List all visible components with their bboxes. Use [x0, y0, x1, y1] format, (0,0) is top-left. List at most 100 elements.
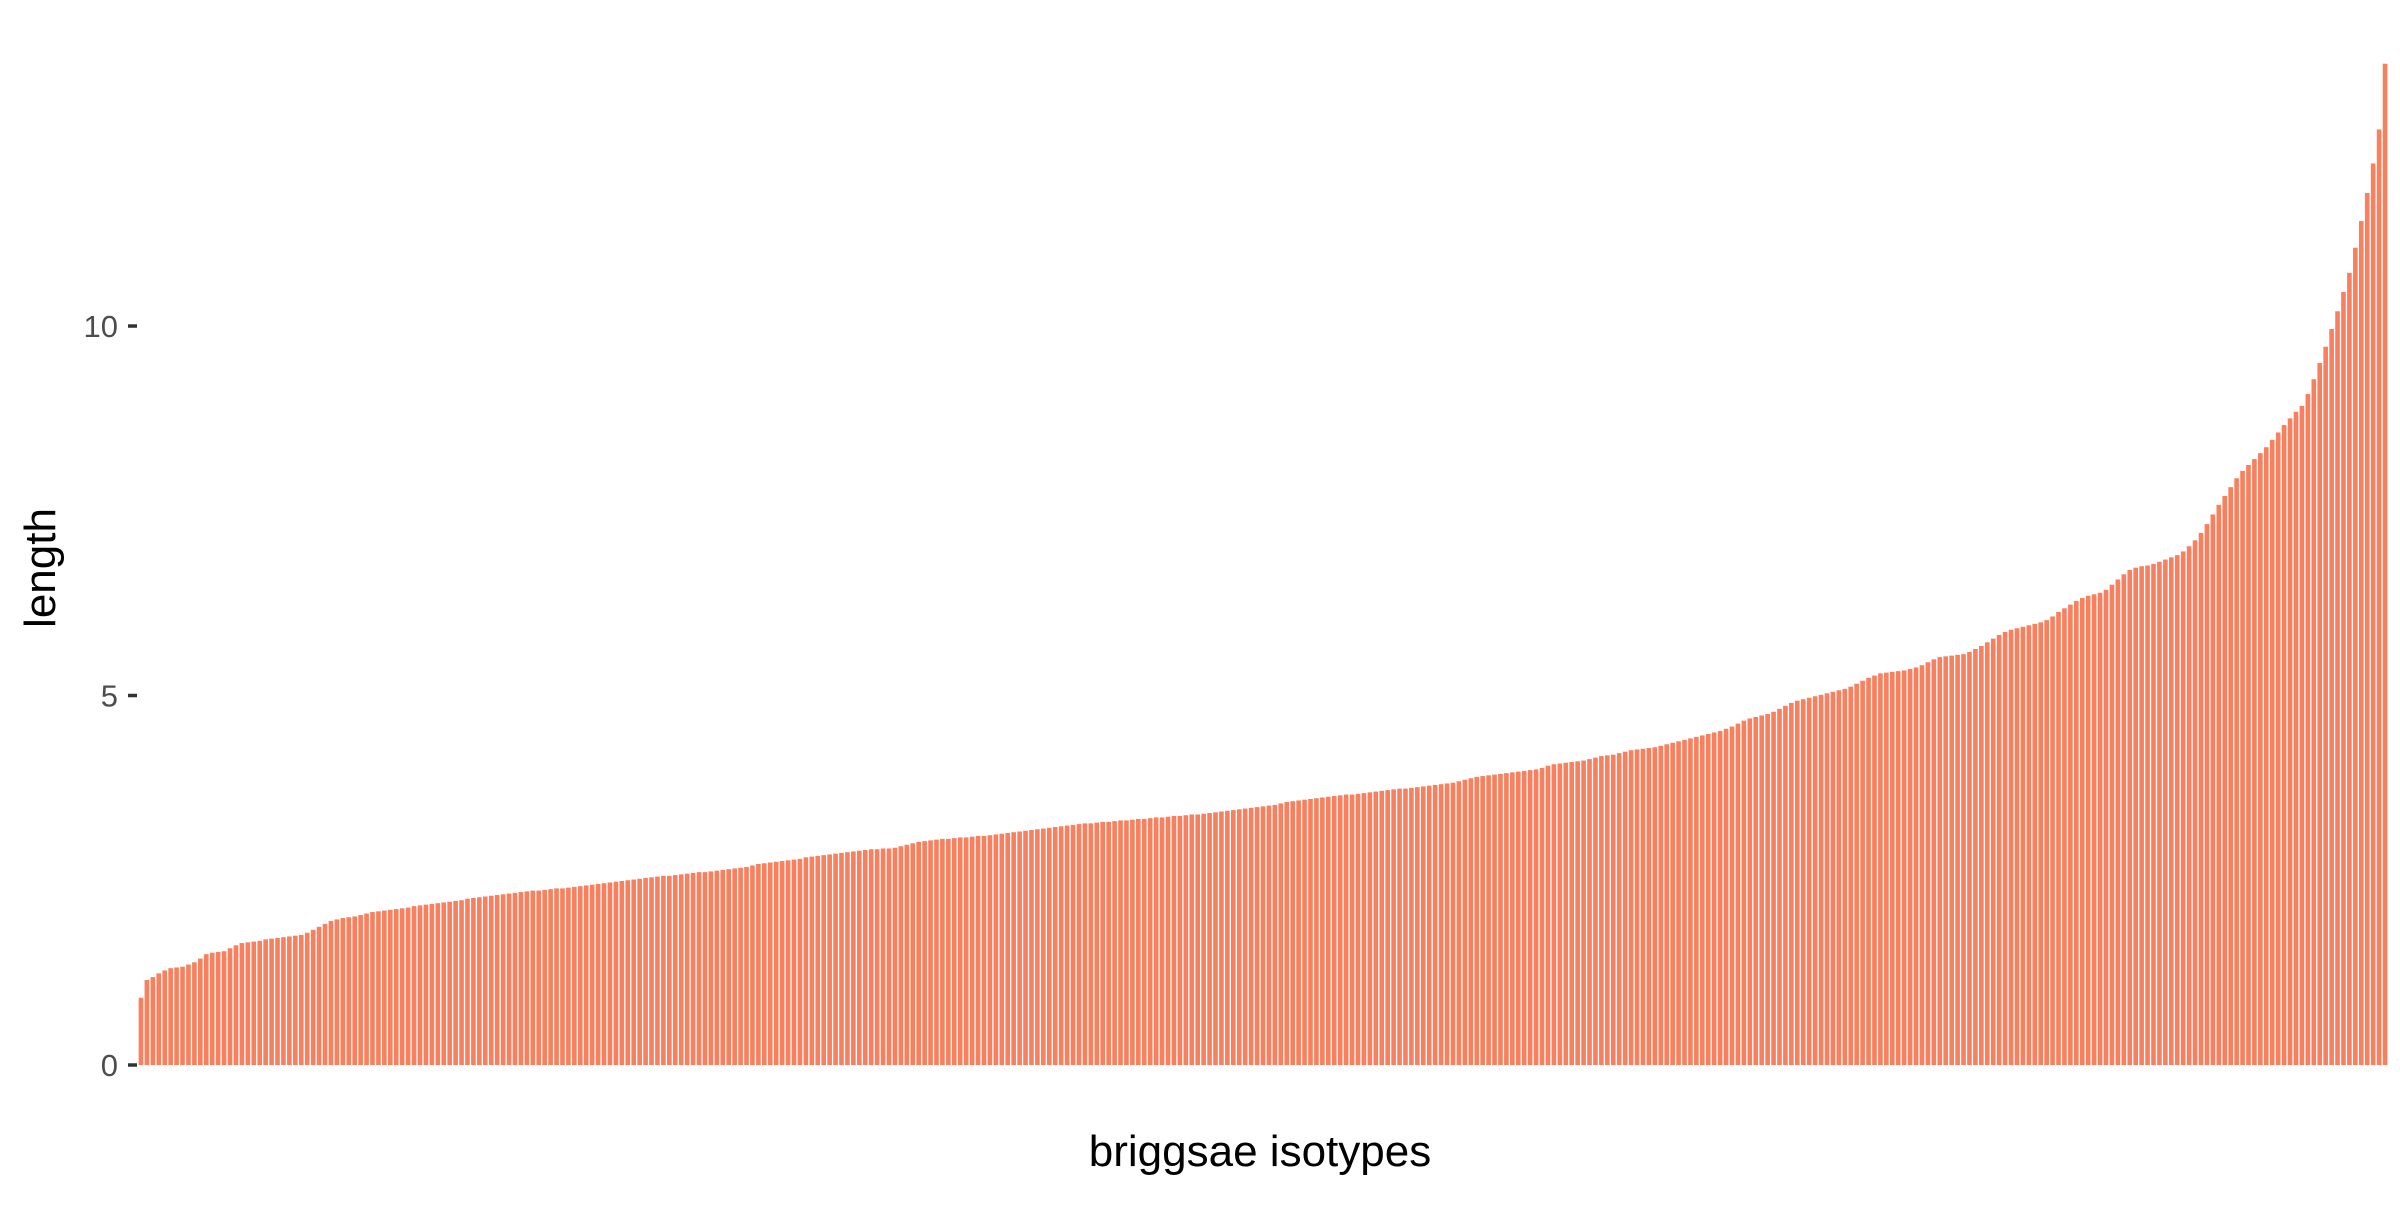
bar: [453, 900, 458, 1065]
bar: [1670, 742, 1675, 1065]
bar: [482, 896, 488, 1065]
bar: [1842, 688, 1848, 1065]
bar: [1308, 798, 1313, 1065]
bar: [1794, 700, 1800, 1065]
bar: [1711, 732, 1717, 1065]
bar: [1385, 790, 1390, 1065]
bar: [1919, 665, 1925, 1065]
bar: [756, 864, 761, 1065]
bar: [1765, 713, 1770, 1065]
bar: [1533, 769, 1539, 1065]
bar: [203, 954, 209, 1065]
bar: [649, 877, 654, 1065]
bar: [1242, 808, 1248, 1065]
bar: [1320, 797, 1325, 1065]
bar: [732, 868, 737, 1065]
bar: [138, 997, 144, 1065]
bar: [1717, 730, 1723, 1065]
bar: [595, 883, 601, 1065]
bar: [1213, 812, 1218, 1065]
bar: [1254, 807, 1260, 1065]
bar: [566, 887, 571, 1065]
bar: [1278, 803, 1284, 1065]
bar: [1498, 773, 1503, 1065]
bar: [963, 837, 969, 1065]
bar: [1029, 830, 1034, 1065]
bar: [1153, 817, 1159, 1065]
bar: [2145, 565, 2150, 1065]
bar: [1023, 830, 1028, 1065]
bar: [643, 878, 648, 1065]
bar: [880, 848, 886, 1065]
bar: [215, 951, 221, 1065]
bar: [459, 900, 464, 1065]
bar: [198, 958, 203, 1065]
bar: [708, 871, 714, 1065]
bar: [257, 940, 263, 1065]
bar: [560, 888, 565, 1065]
bar: [987, 835, 993, 1065]
bar: [1587, 759, 1592, 1065]
bar: [334, 919, 340, 1065]
bar: [928, 840, 933, 1065]
bar: [1403, 788, 1408, 1066]
bar: [1118, 820, 1123, 1065]
bar: [1331, 796, 1337, 1065]
bar: [2026, 625, 2032, 1065]
bar: [1290, 801, 1295, 1065]
bar: [1159, 817, 1165, 1065]
bar: [993, 834, 999, 1065]
bar: [1789, 702, 1794, 1065]
bar: [399, 908, 405, 1065]
bar: [1599, 756, 1604, 1065]
bar: [1949, 655, 1954, 1065]
bar: [1652, 747, 1658, 1065]
bar: [1830, 691, 1836, 1065]
bar: [1694, 736, 1699, 1065]
bar: [577, 886, 583, 1065]
bar: [2228, 487, 2233, 1065]
bar: [2258, 453, 2263, 1065]
bar: [1183, 815, 1189, 1065]
bar: [1349, 794, 1355, 1065]
bars-layer: [138, 63, 2388, 1066]
y-tick-label: 5: [101, 679, 118, 714]
bar: [2335, 311, 2340, 1065]
bar: [1569, 762, 1575, 1065]
bar: [1136, 818, 1141, 1065]
bar: [726, 869, 732, 1065]
bar: [471, 897, 476, 1065]
bar: [1456, 781, 1462, 1065]
y-tick-label: 10: [84, 309, 118, 344]
bar: [827, 854, 832, 1065]
bar: [1325, 796, 1331, 1065]
bar: [370, 912, 375, 1065]
bar: [2293, 411, 2299, 1065]
bar: [1124, 820, 1129, 1065]
bar: [684, 873, 690, 1065]
bar: [524, 891, 530, 1065]
bar: [304, 932, 310, 1065]
bar: [1088, 823, 1094, 1065]
bar: [969, 836, 975, 1065]
bar: [1094, 822, 1100, 1065]
bar: [1872, 675, 1877, 1065]
bar: [536, 890, 542, 1065]
bar: [2038, 622, 2044, 1065]
bar: [435, 903, 441, 1065]
bar: [1878, 673, 1883, 1065]
bar: [862, 849, 868, 1065]
bar: [2163, 559, 2168, 1065]
bar: [839, 852, 844, 1065]
bar: [1593, 757, 1598, 1065]
bar: [1616, 753, 1622, 1065]
bar: [494, 895, 500, 1065]
bar: [655, 876, 660, 1065]
bar: [1415, 787, 1420, 1065]
bar: [1052, 827, 1058, 1065]
bar: [762, 863, 767, 1065]
bar: [1035, 829, 1040, 1065]
bar: [2222, 495, 2228, 1065]
bar: [1515, 771, 1521, 1065]
